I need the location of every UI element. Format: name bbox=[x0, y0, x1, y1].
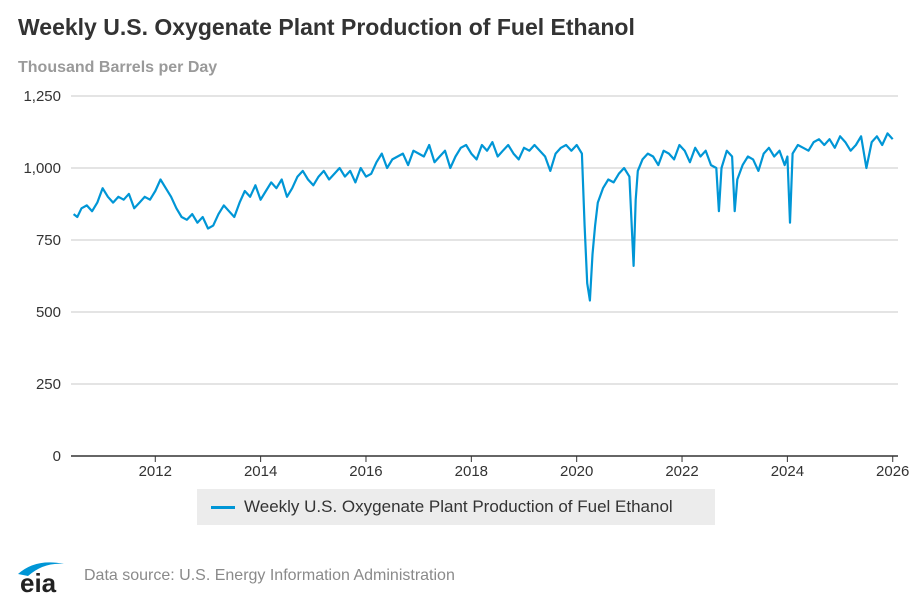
x-tick-label: 2016 bbox=[349, 463, 382, 480]
logo-text: eia bbox=[20, 568, 57, 596]
y-tick-label: 750 bbox=[36, 232, 61, 249]
y-tick-label: 250 bbox=[36, 376, 61, 393]
chart-legend[interactable]: Weekly U.S. Oxygenate Plant Production o… bbox=[197, 489, 715, 525]
x-tick-label: 2018 bbox=[455, 463, 488, 480]
y-tick-label: 500 bbox=[36, 304, 61, 321]
series-line-ethanol-production bbox=[72, 132, 894, 302]
legend-label: Weekly U.S. Oxygenate Plant Production o… bbox=[244, 497, 673, 516]
x-tick-label: 2022 bbox=[665, 463, 698, 480]
x-tick-label: 2020 bbox=[560, 463, 593, 480]
x-tick-label: 2024 bbox=[771, 463, 804, 480]
y-tick-label: 1,250 bbox=[23, 88, 61, 105]
x-tick-label: 2026 bbox=[876, 463, 909, 480]
x-tick-label: 2014 bbox=[244, 463, 277, 480]
y-tick-label: 0 bbox=[53, 448, 61, 465]
chart-title: Weekly U.S. Oxygenate Plant Production o… bbox=[18, 14, 635, 40]
eia-logo[interactable]: eia bbox=[14, 556, 74, 596]
x-tick-label: 2012 bbox=[139, 463, 172, 480]
legend-swatch bbox=[211, 505, 235, 509]
footer: eia Data source: U.S. Energy Information… bbox=[14, 556, 455, 596]
y-tick-label: 1,000 bbox=[23, 160, 61, 177]
y-axis-unit-label: Thousand Barrels per Day bbox=[18, 59, 218, 76]
data-source-text: Data source: U.S. Energy Information Adm… bbox=[84, 567, 455, 584]
logo-swoosh bbox=[18, 562, 64, 576]
